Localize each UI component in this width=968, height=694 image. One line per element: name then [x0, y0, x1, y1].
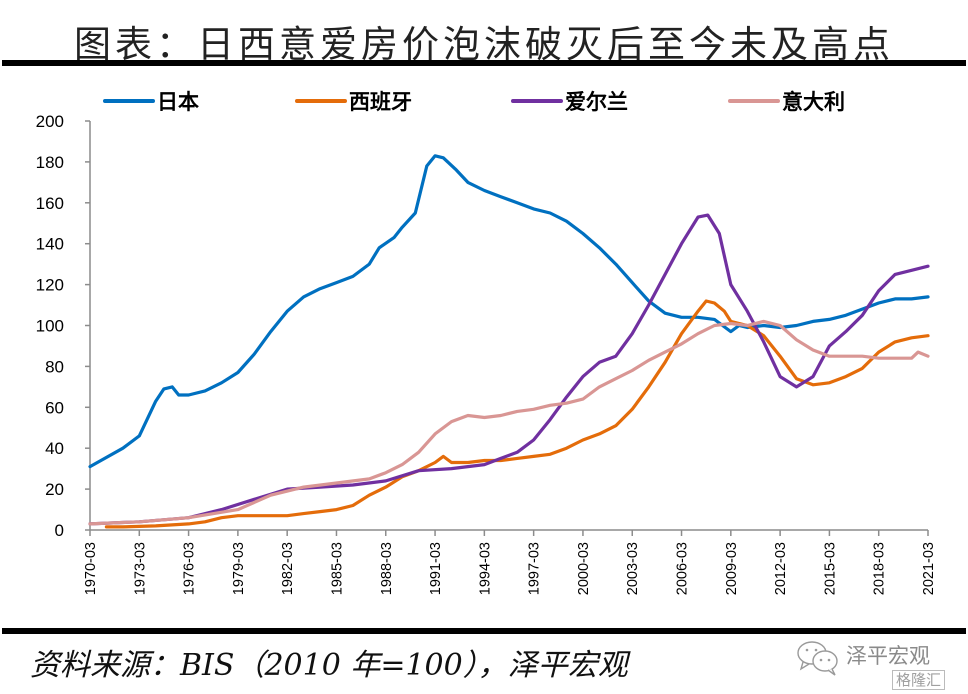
chart-title: 图表：日西意爱房价泡沫破灭后至今未及高点	[74, 23, 894, 66]
line-chart: 日本 西班牙 爱尔兰 意大利 0 20 40 60 80 100 120 140 160 180 200 1…	[36, 90, 937, 595]
series-line-4	[88, 319, 930, 526]
y-tick-label: 180	[36, 153, 64, 172]
y-tick-label: 100	[36, 317, 64, 336]
legend-label: 日本	[157, 90, 199, 114]
axes: 0 20 40 60 80 100 120 140 160 180 200 1970-03 1973-0…	[36, 112, 937, 595]
watermark-brand: 格隆汇	[892, 670, 946, 690]
legend-entry: 意大利	[728, 90, 845, 114]
legend-label: 意大利	[782, 90, 845, 114]
legend-label: 爱尔兰	[565, 90, 628, 114]
legend-entry: 西班牙	[295, 90, 412, 114]
series-line-3	[88, 213, 930, 526]
x-tick-label: 1970-03	[83, 542, 99, 595]
series-line-2	[104, 299, 930, 529]
legend: 日本 西班牙 爱尔兰 意大利	[103, 90, 845, 114]
top-rule	[2, 60, 966, 66]
y-tick-label: 60	[45, 398, 64, 417]
bottom-rule	[2, 628, 966, 634]
x-tick-label: 1985-03	[329, 542, 345, 595]
y-tick-label: 80	[45, 357, 64, 376]
y-tick-label: 200	[36, 112, 64, 131]
y-tick-label: 120	[36, 276, 64, 295]
x-tick-label: 1991-03	[428, 542, 444, 595]
y-tick-label: 0	[55, 521, 64, 540]
legend-label: 西班牙	[349, 90, 412, 114]
x-tick-label: 2006-03	[675, 542, 691, 595]
watermark: 泽平宏观 格隆汇	[796, 636, 966, 694]
x-tick-label: 1979-03	[231, 542, 247, 595]
x-tick-label: 2000-03	[576, 542, 592, 595]
x-tick-label: 2021-03	[921, 542, 937, 595]
wechat-icon	[797, 641, 838, 676]
x-tick-label: 1976-03	[182, 542, 198, 595]
x-tick-label: 1994-03	[477, 542, 493, 595]
legend-entry: 日本	[103, 90, 199, 114]
y-tick-label: 160	[36, 194, 64, 213]
y-tick-label: 40	[45, 439, 64, 458]
y-tick-label: 140	[36, 235, 64, 254]
x-tick-label: 2012-03	[773, 542, 789, 595]
series-line-1	[88, 154, 930, 469]
x-tick-label: 1997-03	[527, 542, 543, 595]
x-tick-label: 1982-03	[280, 542, 296, 595]
x-tick-label: 2009-03	[724, 542, 740, 595]
x-tick-label: 2003-03	[625, 542, 641, 595]
x-tick-label: 1988-03	[379, 542, 395, 595]
legend-entry: 爱尔兰	[511, 90, 628, 114]
x-tick-label: 2015-03	[822, 542, 838, 595]
x-tick-label: 2018-03	[872, 542, 888, 595]
series-lines	[88, 154, 930, 529]
source-note: 资料来源：BIS（2010 年=100），泽平宏观	[30, 648, 628, 683]
watermark-name: 泽平宏观	[846, 644, 930, 668]
x-tick-label: 1973-03	[132, 542, 148, 595]
y-tick-label: 20	[45, 480, 64, 499]
